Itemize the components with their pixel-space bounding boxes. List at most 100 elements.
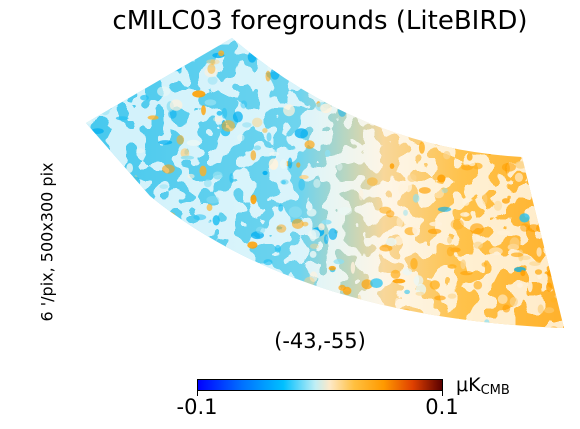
map-spot (260, 304, 267, 308)
map-spot (86, 118, 92, 124)
map-spot (140, 94, 149, 101)
map-spot (162, 164, 175, 174)
map-spot (269, 151, 280, 156)
map-spot (304, 140, 315, 149)
map-spot (236, 287, 248, 298)
map-spot (207, 63, 216, 74)
map-spot (276, 224, 287, 233)
map-spot (294, 128, 308, 139)
map-spot (379, 244, 393, 252)
map-spot (407, 174, 417, 182)
map-spot (382, 110, 394, 119)
map-spot (154, 286, 162, 292)
map-spot (91, 128, 104, 135)
map-spot (205, 292, 211, 304)
map-spot (366, 177, 378, 186)
map-spot (218, 50, 225, 57)
map-spot (103, 316, 109, 328)
map-spot (429, 221, 443, 227)
map-spot (172, 56, 179, 64)
map-spot (376, 44, 387, 53)
map-spot (567, 191, 571, 198)
map-spot (350, 299, 357, 308)
map-spot (410, 114, 423, 119)
map-spot (456, 119, 468, 131)
map-spot (518, 81, 526, 94)
map-spot (437, 206, 452, 212)
map-spot (460, 88, 465, 94)
colorbar-min-label: -0.1 (176, 395, 218, 419)
map-spot (143, 238, 152, 245)
map-spot (557, 280, 564, 291)
map-spot (394, 236, 404, 246)
map-spot (410, 115, 425, 124)
map-spot (148, 296, 153, 306)
map-spot (328, 228, 338, 240)
map-spot (504, 91, 509, 102)
map-spot (411, 38, 424, 46)
map-spot (168, 64, 183, 72)
map-spot (412, 193, 420, 203)
map-spot (523, 124, 530, 134)
map-spot (221, 107, 228, 119)
map-spot (545, 51, 555, 63)
map-spot (527, 52, 541, 65)
map-spot (390, 269, 401, 279)
map-spot (169, 99, 183, 111)
map-spot (130, 176, 141, 188)
map-spot (497, 230, 511, 236)
map-spot (320, 306, 330, 314)
colorbar-max-label: 0.1 (425, 395, 459, 419)
map-spot (526, 135, 540, 145)
map-spot (536, 191, 542, 200)
map-spot (536, 93, 547, 103)
map-spot (240, 292, 252, 300)
map-spot (221, 120, 235, 132)
map-spot (379, 206, 392, 214)
map-spot (367, 314, 379, 323)
map-spot (135, 148, 145, 154)
map-spot (304, 276, 315, 287)
map-spot (344, 58, 350, 64)
map-spot (510, 101, 515, 106)
map-spot (471, 43, 477, 49)
map-spot (531, 38, 543, 44)
map-spot (396, 216, 404, 228)
map-spot (395, 121, 410, 132)
map-spot (424, 122, 435, 132)
map-spot (434, 139, 444, 146)
map-spot (427, 38, 436, 44)
map-spot (254, 38, 261, 50)
map-spot (412, 224, 420, 235)
map-spot (336, 309, 350, 320)
map-spot (245, 315, 254, 326)
map-spot (527, 101, 539, 110)
map-spot (473, 280, 483, 290)
map-spot (550, 297, 557, 303)
map-spot (544, 307, 555, 314)
map-spot (86, 285, 93, 290)
map-spot (286, 279, 291, 284)
map-spot (347, 82, 353, 92)
map-spot (463, 212, 469, 217)
map-spot (298, 296, 303, 301)
map-spot (317, 313, 327, 325)
map-spot (94, 233, 103, 241)
map-spot (493, 200, 503, 211)
map-spot (283, 104, 295, 117)
map-spot (141, 209, 149, 218)
map-spot (519, 213, 530, 223)
map-spot (147, 254, 157, 261)
map-spot (212, 171, 223, 180)
map-spot (333, 258, 345, 265)
map-spot (429, 44, 443, 50)
map-spot (342, 71, 348, 79)
map-spot (318, 70, 332, 82)
map-spot (201, 105, 206, 116)
map-spot (306, 208, 317, 217)
map-spot (384, 38, 393, 44)
map-spot (293, 64, 299, 72)
map-spot (502, 87, 513, 97)
map-spot (476, 122, 489, 133)
map-spot (257, 266, 262, 274)
